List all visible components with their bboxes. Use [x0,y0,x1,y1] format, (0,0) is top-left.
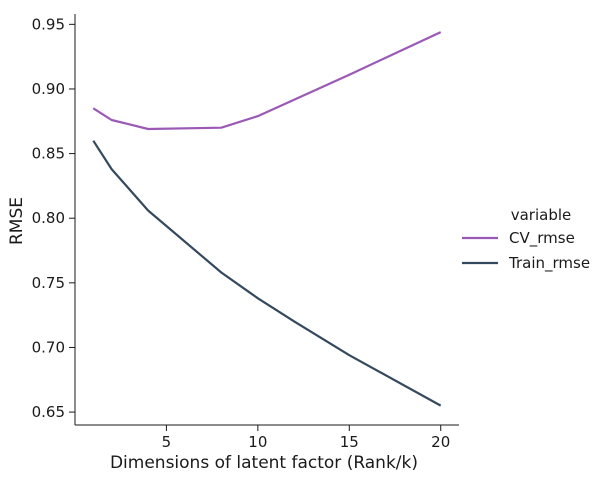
y-tick-label: 0.75 [32,274,65,292]
y-tick-label: 0.70 [32,338,65,356]
legend: variable CV_rmse Train_rmse [462,206,590,273]
series-line-train-rmse [92,140,442,407]
legend-label: CV_rmse [509,229,575,248]
y-tick-label: 0.85 [32,145,65,163]
y-ticks: 0.65 0.70 0.75 0.80 0.85 0.90 0.95 [32,15,75,421]
y-axis-label: RMSE [7,197,27,245]
x-tick-label: 5 [162,433,172,451]
legend-items: CV_rmse Train_rmse [462,229,590,273]
series-line-cv-rmse [92,31,442,131]
x-axis-label: Dimensions of latent factor (Rank/k) [110,453,418,473]
y-tick-label: 0.90 [32,80,65,98]
y-tick-label: 0.95 [32,15,65,33]
x-ticks: 5 10 15 20 [162,425,450,451]
x-tick-label: 15 [340,433,359,451]
y-tick-label: 0.80 [32,209,65,227]
y-tick-label: 0.65 [32,403,65,421]
x-tick-label: 10 [248,433,267,451]
legend-title: variable [511,206,572,224]
legend-label: Train_rmse [508,254,590,273]
x-tick-label: 20 [431,433,450,451]
plot-area: 5 10 15 20 0.65 0.70 0.75 0.80 0.85 0.90 0.95 [32,14,459,451]
series-lines [92,31,442,407]
